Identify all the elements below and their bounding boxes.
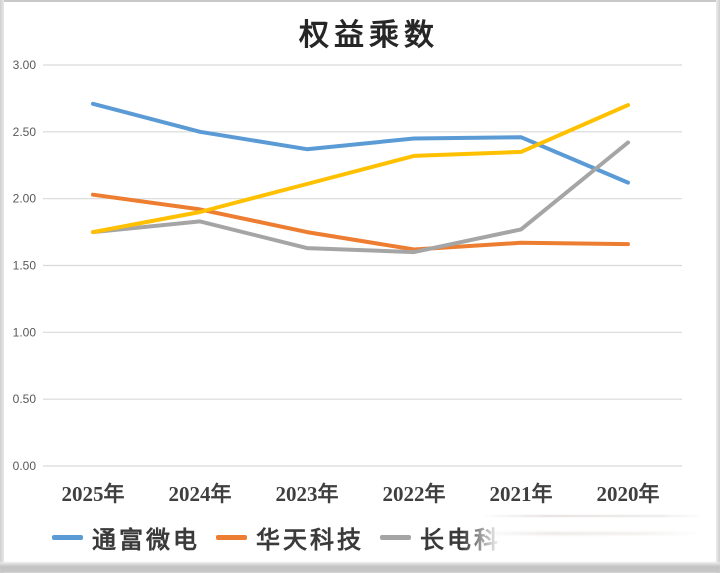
chart-title: 权益乘数 xyxy=(299,19,439,52)
y-axis-tick-label: 2.00 xyxy=(13,192,37,206)
legend-line-swatch-icon xyxy=(216,534,247,540)
x-axis-label: 2022年 xyxy=(382,482,446,506)
x-axis-label: 2024年 xyxy=(168,482,232,506)
legend: 通富微电 华天科技 长电科 xyxy=(52,520,501,555)
x-axis-label: 2025年 xyxy=(61,482,125,506)
series-line-华天科技 xyxy=(91,192,630,252)
y-axis-tick-label: 2.50 xyxy=(13,125,37,139)
x-axis: 2025年 2024年 2023年 2022年 2021年 2020年 xyxy=(0,478,720,506)
legend-label: 华天科技 xyxy=(256,527,364,554)
series-line-长电科 xyxy=(91,140,630,255)
legend-item: 华天科技 xyxy=(216,520,364,555)
legend-line-swatch-icon xyxy=(52,534,83,540)
screen-edge-bottom xyxy=(0,562,720,573)
legend-label: 长电科 xyxy=(420,527,501,554)
legend-item: 通富微电 xyxy=(52,520,200,555)
series-line-unnamed-3 xyxy=(91,103,630,235)
y-axis-tick-label: 0.00 xyxy=(13,459,37,473)
x-axis-label: 2020年 xyxy=(596,482,660,506)
y-axis-tick-label: 3.00 xyxy=(13,58,37,72)
screen-edge-right xyxy=(716,0,720,573)
y-axis-tick-label: 0.50 xyxy=(13,392,37,406)
legend-label: 通富微电 xyxy=(92,527,200,554)
screen-edge-left xyxy=(0,0,4,573)
y-axis-tick-label: 1.00 xyxy=(13,325,37,339)
y-axis-tick-label: 1.50 xyxy=(13,259,37,273)
x-axis-label: 2023年 xyxy=(275,482,339,506)
x-axis-label: 2021年 xyxy=(489,482,553,506)
screen-edge-top xyxy=(0,0,720,2)
legend-item: 长电科 xyxy=(380,520,501,555)
legend-line-swatch-icon xyxy=(380,534,411,540)
